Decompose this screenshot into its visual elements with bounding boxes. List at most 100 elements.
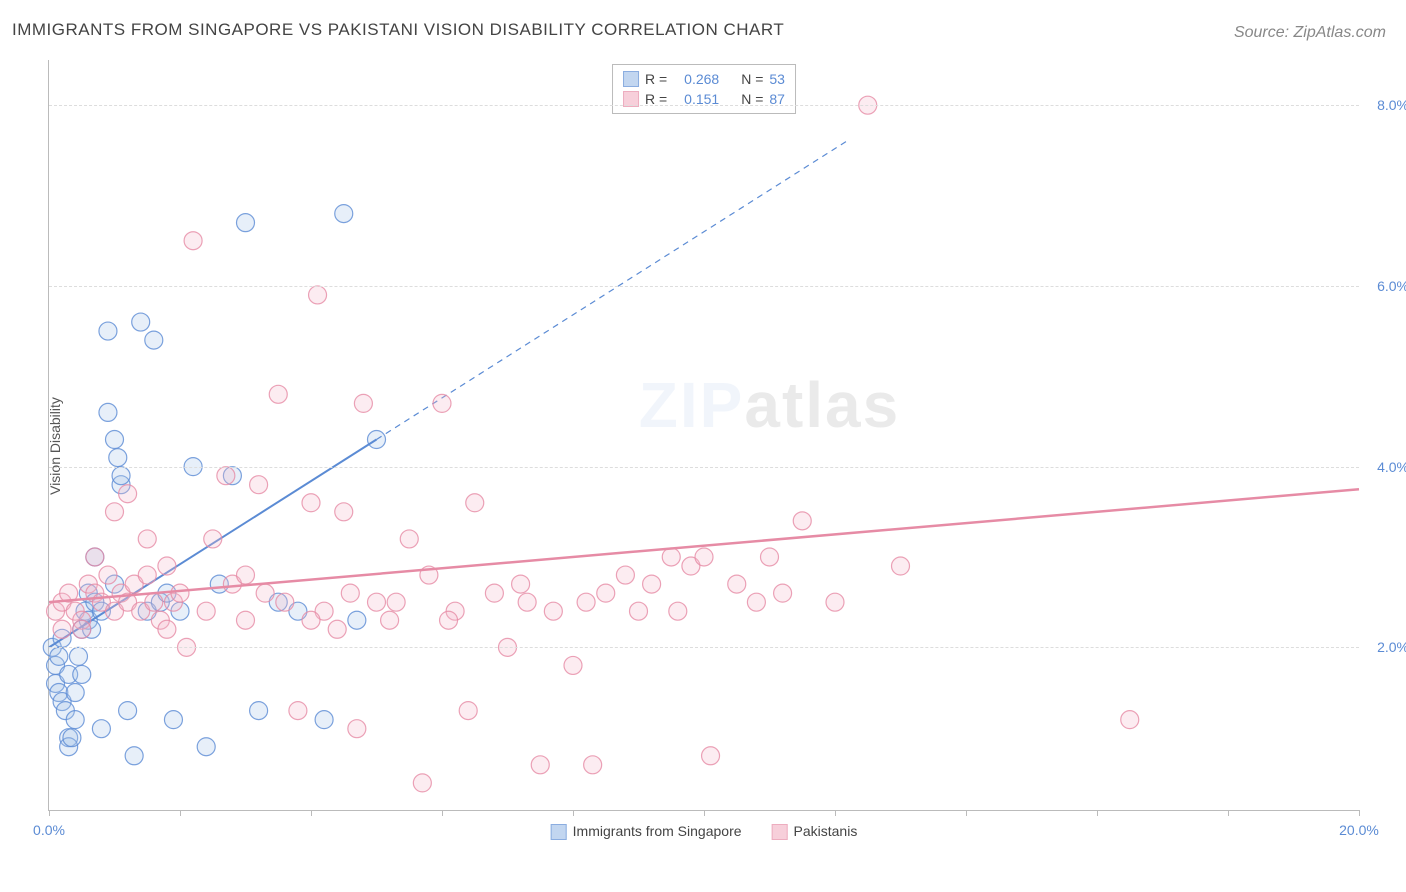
scatter-point <box>826 593 844 611</box>
scatter-point <box>309 286 327 304</box>
scatter-point <box>381 611 399 629</box>
scatter-point <box>466 494 484 512</box>
scatter-point <box>250 476 268 494</box>
scatter-point <box>69 647 87 665</box>
x-tick <box>835 810 836 816</box>
x-tick-label: 0.0% <box>33 822 65 838</box>
scatter-point <box>217 467 235 485</box>
legend-bottom-label: Immigrants from Singapore <box>573 823 742 839</box>
legend-bottom: Immigrants from Singapore Pakistanis <box>551 823 858 840</box>
gridline <box>49 105 1359 106</box>
scatter-point <box>1121 711 1139 729</box>
scatter-point <box>597 584 615 602</box>
scatter-point <box>892 557 910 575</box>
scatter-point <box>158 557 176 575</box>
plot-area: ZIPatlas R =0.268N =53R =0.151N =87 Immi… <box>48 60 1359 811</box>
scatter-point <box>269 385 287 403</box>
scatter-point <box>518 593 536 611</box>
scatter-point <box>584 756 602 774</box>
scatter-point <box>99 322 117 340</box>
x-tick <box>442 810 443 816</box>
scatter-point <box>99 566 117 584</box>
scatter-point <box>112 467 130 485</box>
x-tick <box>1359 810 1360 816</box>
scatter-point <box>348 611 366 629</box>
scatter-point <box>66 711 84 729</box>
scatter-point <box>50 647 68 665</box>
x-tick <box>1097 810 1098 816</box>
x-tick <box>311 810 312 816</box>
scatter-point <box>459 702 477 720</box>
scatter-point <box>793 512 811 530</box>
legend-swatch <box>551 824 567 840</box>
scatter-point <box>86 548 104 566</box>
scatter-svg <box>49 60 1359 810</box>
gridline <box>49 286 1359 287</box>
scatter-point <box>119 485 137 503</box>
legend-row: R = 0.268 N = 53 <box>623 69 785 89</box>
scatter-point <box>747 593 765 611</box>
scatter-point <box>73 665 91 683</box>
scatter-point <box>302 611 320 629</box>
legend-n-value: 53 <box>769 69 785 89</box>
x-tick <box>1228 810 1229 816</box>
scatter-point <box>400 530 418 548</box>
y-tick-label: 4.0% <box>1364 459 1406 475</box>
scatter-point <box>204 530 222 548</box>
scatter-point <box>616 566 634 584</box>
legend-bottom-item: Immigrants from Singapore <box>551 823 742 840</box>
scatter-point <box>73 620 91 638</box>
scatter-point <box>66 684 84 702</box>
scatter-point <box>250 702 268 720</box>
scatter-point <box>315 711 333 729</box>
scatter-point <box>433 394 451 412</box>
scatter-point <box>774 584 792 602</box>
scatter-point <box>728 575 746 593</box>
scatter-point <box>171 584 189 602</box>
source-label: Source: ZipAtlas.com <box>1234 24 1386 42</box>
legend-bottom-item: Pakistanis <box>772 823 858 840</box>
legend-swatch <box>623 71 639 87</box>
scatter-point <box>197 602 215 620</box>
scatter-point <box>289 702 307 720</box>
scatter-point <box>544 602 562 620</box>
scatter-point <box>256 584 274 602</box>
scatter-point <box>368 593 386 611</box>
scatter-point <box>125 747 143 765</box>
y-tick-label: 2.0% <box>1364 639 1406 655</box>
scatter-point <box>564 656 582 674</box>
x-tick-label: 20.0% <box>1339 822 1379 838</box>
scatter-point <box>63 729 81 747</box>
legend-n-label: N = <box>741 69 763 89</box>
scatter-point <box>630 602 648 620</box>
scatter-point <box>138 530 156 548</box>
scatter-point <box>531 756 549 774</box>
scatter-point <box>413 774 431 792</box>
scatter-point <box>138 566 156 584</box>
x-tick <box>180 810 181 816</box>
scatter-point <box>440 611 458 629</box>
scatter-point <box>512 575 530 593</box>
scatter-point <box>695 548 713 566</box>
y-tick-label: 6.0% <box>1364 278 1406 294</box>
scatter-point <box>145 593 163 611</box>
scatter-point <box>335 205 353 223</box>
x-tick <box>966 810 967 816</box>
y-tick-label: 8.0% <box>1364 97 1406 113</box>
legend-r-value: 0.268 <box>673 69 719 89</box>
scatter-point <box>643 575 661 593</box>
scatter-point <box>669 602 687 620</box>
scatter-point <box>237 566 255 584</box>
scatter-point <box>184 232 202 250</box>
regression-line <box>49 489 1359 602</box>
scatter-point <box>237 214 255 232</box>
scatter-point <box>348 720 366 738</box>
regression-line-dashed <box>377 140 849 439</box>
scatter-point <box>341 584 359 602</box>
scatter-point <box>276 593 294 611</box>
scatter-point <box>132 313 150 331</box>
scatter-point <box>577 593 595 611</box>
legend-r-label: R = <box>645 69 667 89</box>
chart-title: IMMIGRANTS FROM SINGAPORE VS PAKISTANI V… <box>12 20 784 40</box>
x-tick <box>704 810 705 816</box>
